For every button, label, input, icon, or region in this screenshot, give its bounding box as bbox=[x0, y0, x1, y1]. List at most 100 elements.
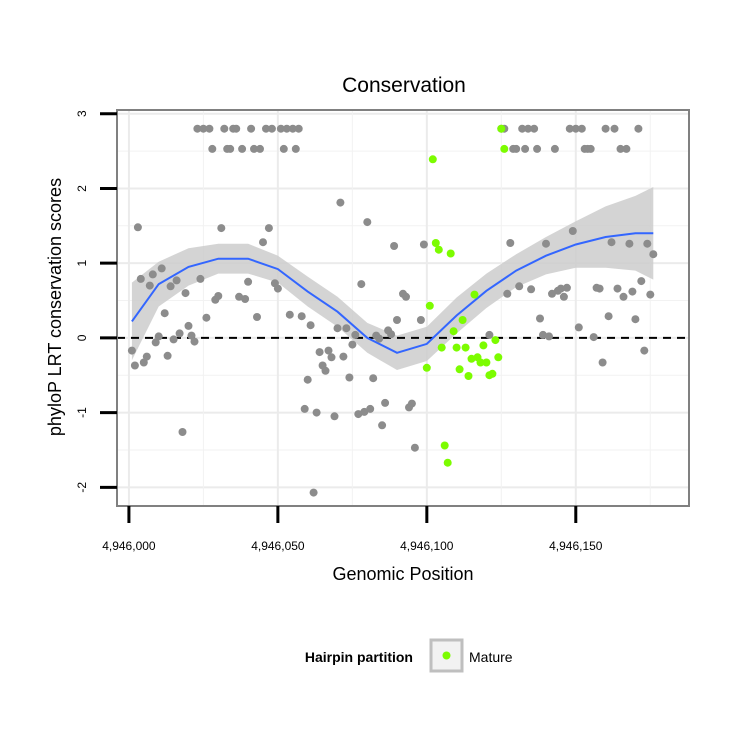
legend-title: Hairpin partition bbox=[305, 649, 413, 665]
data-point bbox=[574, 323, 583, 332]
legend-key-mature bbox=[442, 651, 451, 660]
data-point bbox=[577, 124, 586, 133]
data-point bbox=[366, 404, 375, 413]
data-point bbox=[139, 358, 148, 367]
data-point bbox=[142, 352, 151, 361]
data-point bbox=[607, 238, 616, 247]
data-point bbox=[232, 124, 241, 133]
data-point-mature bbox=[476, 358, 485, 367]
data-point bbox=[357, 280, 366, 289]
data-point bbox=[247, 124, 256, 133]
data-point-mature bbox=[446, 249, 455, 258]
data-point bbox=[390, 242, 399, 250]
data-point bbox=[199, 124, 208, 133]
data-point bbox=[649, 250, 658, 259]
data-point bbox=[208, 144, 217, 153]
data-point bbox=[512, 144, 521, 153]
data-point bbox=[300, 404, 309, 413]
data-point bbox=[241, 295, 250, 303]
data-point bbox=[190, 337, 199, 346]
data-point bbox=[562, 283, 571, 292]
data-point-mature bbox=[452, 343, 461, 352]
data-point-mature bbox=[449, 327, 458, 336]
data-point bbox=[267, 124, 276, 133]
data-point bbox=[345, 373, 354, 382]
data-point-mature bbox=[431, 239, 440, 247]
data-point bbox=[503, 289, 512, 298]
data-point-mature bbox=[455, 365, 464, 374]
data-point bbox=[631, 315, 640, 324]
data-point bbox=[342, 324, 351, 333]
data-point bbox=[145, 281, 154, 290]
data-point bbox=[539, 330, 547, 339]
data-point bbox=[410, 443, 419, 452]
data-point bbox=[333, 324, 342, 333]
data-point bbox=[163, 351, 172, 360]
data-point bbox=[157, 264, 166, 273]
data-point bbox=[402, 292, 410, 301]
data-point bbox=[634, 124, 643, 133]
x-axis: 4,946,000 4,946,050 4,946,100 4,946,150 bbox=[102, 506, 603, 553]
data-point bbox=[169, 335, 178, 344]
data-point bbox=[154, 332, 163, 341]
x-tick-label: 4,946,100 bbox=[400, 539, 454, 553]
data-point bbox=[542, 239, 550, 248]
data-point-mature bbox=[470, 290, 479, 299]
panel-border bbox=[116, 109, 690, 507]
data-point bbox=[351, 330, 360, 339]
data-point-mature bbox=[437, 343, 446, 352]
data-point bbox=[327, 353, 336, 362]
data-point-mature bbox=[497, 124, 506, 133]
data-point-mature bbox=[464, 372, 473, 380]
data-point bbox=[262, 124, 270, 133]
data-point bbox=[336, 198, 345, 207]
data-point bbox=[166, 282, 175, 291]
data-point bbox=[220, 124, 229, 133]
data-point bbox=[250, 144, 258, 153]
data-point bbox=[375, 334, 384, 343]
data-point-mature bbox=[488, 369, 497, 378]
data-point bbox=[193, 124, 202, 133]
data-point bbox=[613, 284, 622, 293]
y-axis: -2 -1 0 1 2 3 bbox=[75, 110, 117, 493]
data-point bbox=[214, 292, 223, 300]
data-points bbox=[127, 124, 658, 497]
data-point bbox=[175, 329, 184, 338]
data-point bbox=[360, 407, 369, 416]
data-point bbox=[205, 124, 214, 133]
data-point bbox=[595, 284, 604, 293]
y-tick-label: 0 bbox=[75, 334, 89, 341]
data-point bbox=[589, 333, 598, 342]
data-point-mature bbox=[482, 358, 491, 367]
data-point bbox=[303, 375, 312, 384]
data-point bbox=[637, 277, 646, 286]
data-point-mature bbox=[491, 336, 500, 345]
chart-title: Conservation bbox=[342, 74, 466, 97]
data-point bbox=[294, 124, 303, 133]
data-point bbox=[273, 284, 282, 293]
data-point-mature bbox=[428, 155, 437, 164]
data-point bbox=[297, 312, 306, 321]
data-point bbox=[571, 124, 580, 133]
y-tick-label: -1 bbox=[75, 407, 89, 418]
y-tick-label: -2 bbox=[75, 482, 89, 493]
data-point bbox=[151, 338, 160, 347]
data-point bbox=[312, 408, 321, 417]
data-point bbox=[545, 332, 553, 341]
data-point bbox=[393, 316, 401, 324]
data-point bbox=[622, 144, 631, 153]
data-point-mature bbox=[422, 363, 431, 372]
data-point-mature bbox=[425, 301, 434, 310]
y-tick-label: 3 bbox=[75, 110, 89, 117]
data-point bbox=[133, 223, 142, 232]
data-point bbox=[330, 412, 339, 421]
data-point bbox=[616, 144, 625, 153]
data-point bbox=[321, 366, 330, 375]
data-point bbox=[127, 346, 136, 355]
data-point bbox=[291, 144, 300, 153]
data-point bbox=[416, 316, 425, 324]
data-point bbox=[160, 309, 169, 318]
data-point bbox=[324, 346, 333, 355]
data-point-mature bbox=[500, 144, 509, 153]
